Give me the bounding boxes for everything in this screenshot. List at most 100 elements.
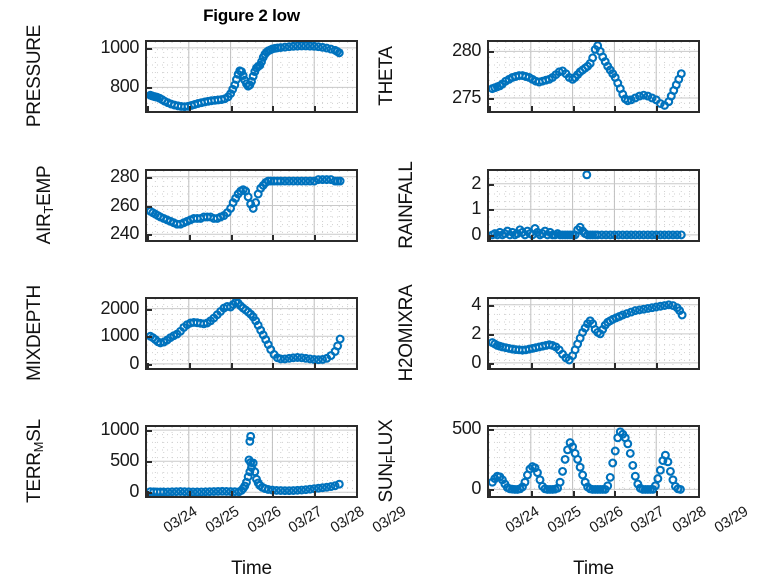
- y-axis-label-subscript: F: [382, 455, 398, 463]
- x-tick-mark: [147, 363, 149, 368]
- y-tick-label-rainfall-2: 2: [471, 172, 481, 193]
- x-tick-mark: [230, 491, 233, 496]
- y-axis-label-h2omixra: H2OMIXRA: [396, 248, 418, 418]
- y-tick-mark: [489, 362, 494, 365]
- x-tick-mark: [272, 363, 275, 368]
- y-tick-mark: [147, 336, 152, 339]
- y-axis-label-terr_msl: TERRMSL: [24, 376, 46, 546]
- y-axis-label-tail: LUX: [376, 419, 397, 456]
- plot-area-rainfall[interactable]: [487, 169, 700, 242]
- y-tick-label-mixdepth-0: 0: [129, 352, 139, 373]
- y-axis-label-subscript: M: [30, 441, 46, 452]
- plot-area-h2omixra[interactable]: [487, 297, 700, 370]
- y-axis-label-text: H2OMIXRA: [396, 284, 417, 381]
- plot-canvas-sun_flux: [489, 427, 698, 496]
- major-grid: [147, 42, 356, 111]
- x-tick-mark: [614, 106, 617, 111]
- y-tick-mark: [489, 429, 494, 432]
- x-axis-label-sun_flux: Time: [573, 558, 614, 579]
- x-tick-mark: [530, 363, 533, 368]
- y-axis-label-text: PRESSURE: [24, 24, 45, 127]
- y-tick-label-sun_flux-1: 500: [452, 418, 481, 439]
- x-tick-mark: [530, 235, 533, 240]
- x-tick-mark: [230, 235, 233, 240]
- y-tick-mark: [147, 363, 152, 366]
- plot-canvas-rainfall: [489, 171, 698, 240]
- x-tick-mark: [314, 491, 317, 496]
- y-tick-label-air_temp-2: 280: [110, 165, 139, 186]
- x-tick-mark: [572, 106, 575, 111]
- x-tick-label-terr_msl-4: 03/28: [327, 503, 368, 537]
- y-axis-label-subscript: T: [40, 205, 56, 214]
- y-tick-label-h2omixra-0: 0: [471, 351, 481, 372]
- data-series-pressure: [147, 42, 344, 111]
- y-tick-label-air_temp-1: 260: [110, 194, 139, 215]
- plot-area-mixdepth[interactable]: [145, 297, 358, 370]
- y-axis-label-tail: EMP: [34, 165, 55, 206]
- y-tick-label-pressure-1: 1000: [100, 36, 140, 57]
- x-tick-mark: [188, 363, 191, 368]
- data-series-terr_msl: [147, 431, 344, 496]
- minor-grid: [147, 42, 356, 111]
- x-tick-mark: [230, 363, 233, 368]
- x-tick-mark: [656, 363, 659, 368]
- x-tick-mark: [188, 106, 191, 111]
- x-tick-label-sun_flux-5: 03/29: [711, 503, 752, 537]
- y-tick-label-terr_msl-2: 1000: [100, 419, 140, 440]
- plot-canvas-terr_msl: [147, 427, 356, 496]
- data-series-sun_flux: [489, 427, 685, 494]
- y-axis-label-text: MIXDEPTH: [24, 284, 45, 381]
- x-tick-mark: [147, 235, 149, 240]
- x-tick-mark: [489, 235, 491, 240]
- x-tick-mark: [656, 235, 659, 240]
- x-tick-mark: [530, 106, 533, 111]
- y-axis-label-text: SUN: [376, 462, 397, 502]
- x-tick-mark: [614, 491, 617, 496]
- plot-area-sun_flux[interactable]: [487, 425, 700, 498]
- x-tick-mark: [489, 491, 491, 496]
- y-tick-mark: [489, 183, 494, 186]
- x-tick-mark: [356, 106, 358, 111]
- y-tick-label-mixdepth-1: 1000: [100, 325, 140, 346]
- y-axis-label-text: AIR: [34, 213, 55, 244]
- y-tick-mark: [489, 97, 494, 100]
- x-tick-mark: [272, 106, 275, 111]
- x-tick-mark: [656, 491, 659, 496]
- y-tick-mark: [489, 489, 494, 492]
- y-tick-mark: [147, 492, 152, 495]
- x-tick-mark: [530, 491, 533, 496]
- y-tick-label-sun_flux-0: 0: [471, 478, 481, 499]
- x-tick-mark: [272, 491, 275, 496]
- y-tick-label-rainfall-0: 0: [471, 223, 481, 244]
- plot-area-terr_msl[interactable]: [145, 425, 358, 498]
- x-tick-mark: [572, 491, 575, 496]
- x-tick-mark: [698, 106, 700, 111]
- x-tick-mark: [656, 106, 659, 111]
- y-tick-mark: [147, 308, 152, 311]
- x-tick-label-terr_msl-1: 03/25: [202, 503, 242, 537]
- y-tick-label-pressure-0: 800: [110, 76, 139, 97]
- x-tick-mark: [698, 491, 700, 496]
- x-axis-label-terr_msl: Time: [231, 558, 272, 579]
- y-axis-label-text: THETA: [376, 45, 397, 106]
- y-tick-label-terr_msl-0: 0: [129, 481, 139, 502]
- plot-area-pressure[interactable]: [145, 40, 358, 113]
- data-series-air_temp: [147, 175, 345, 229]
- y-tick-label-mixdepth-2: 2000: [100, 297, 140, 318]
- plot-area-air_temp[interactable]: [145, 169, 358, 242]
- x-tick-label-terr_msl-2: 03/26: [244, 503, 284, 537]
- x-tick-label-terr_msl-3: 03/27: [285, 503, 326, 537]
- x-tick-mark: [572, 363, 575, 368]
- y-tick-label-theta-0: 275: [452, 86, 481, 107]
- y-tick-label-h2omixra-2: 4: [471, 293, 481, 314]
- y-tick-mark: [147, 234, 152, 237]
- y-tick-mark: [147, 176, 152, 179]
- x-tick-mark: [572, 235, 575, 240]
- x-tick-mark: [188, 235, 191, 240]
- x-tick-mark: [314, 106, 317, 111]
- y-tick-mark: [147, 430, 152, 433]
- x-tick-mark: [489, 363, 491, 368]
- y-axis-label-tail: SL: [24, 418, 45, 442]
- plot-area-theta[interactable]: [487, 40, 700, 113]
- x-tick-mark: [272, 235, 275, 240]
